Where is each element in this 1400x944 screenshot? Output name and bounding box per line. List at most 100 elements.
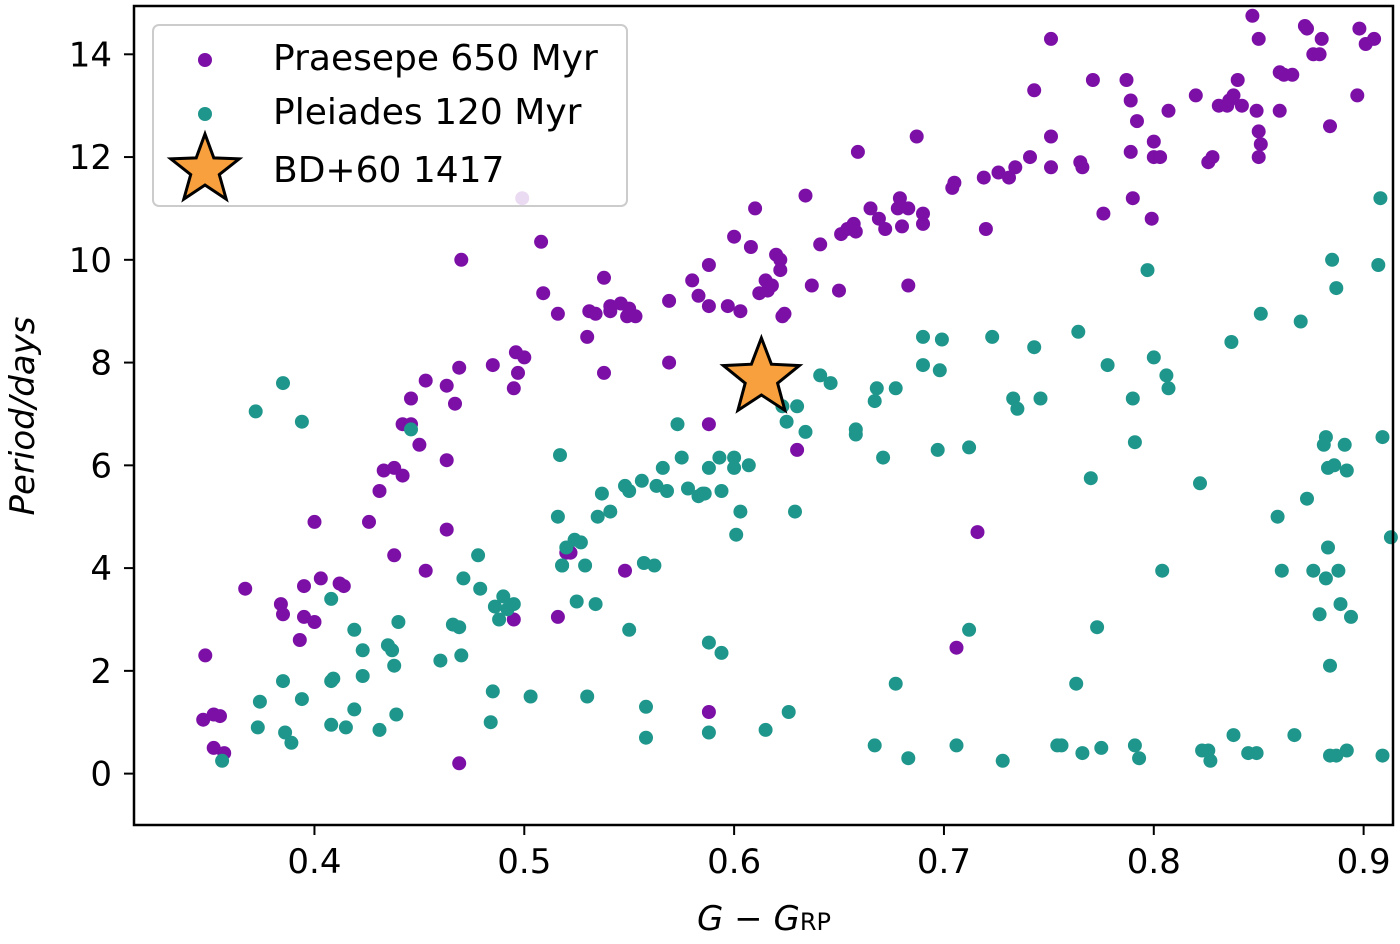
pleiades-point bbox=[727, 460, 742, 475]
praesepe-point bbox=[947, 175, 962, 190]
pleiades-point bbox=[1344, 609, 1358, 624]
pleiades-point bbox=[1329, 748, 1344, 763]
pleiades-point bbox=[590, 509, 605, 524]
pleiades-point bbox=[389, 707, 404, 722]
pleiades-point bbox=[252, 694, 267, 709]
praesepe-point bbox=[1085, 73, 1100, 87]
pleiades-point bbox=[788, 504, 802, 519]
praesepe-point bbox=[550, 609, 565, 624]
pleiades-point bbox=[1312, 607, 1327, 622]
praesepe-point bbox=[597, 270, 611, 285]
pleiades-point bbox=[1224, 335, 1239, 349]
pleiades-point bbox=[1253, 306, 1268, 321]
pleiades-point bbox=[594, 486, 609, 501]
pleiades-point bbox=[1193, 476, 1207, 491]
praesepe-point bbox=[1251, 150, 1266, 165]
praesepe-point bbox=[1272, 103, 1287, 118]
pleiades-point bbox=[404, 422, 418, 437]
pleiades-point bbox=[1100, 358, 1115, 373]
praesepe-point bbox=[850, 144, 865, 159]
x-axis-label: G − GRP bbox=[697, 899, 831, 939]
praesepe-point bbox=[418, 373, 433, 388]
praesepe-point bbox=[777, 306, 792, 321]
pleiades-point bbox=[1293, 314, 1308, 329]
praesepe-point bbox=[307, 615, 322, 629]
praesepe-point bbox=[832, 283, 846, 298]
praesepe-point bbox=[949, 640, 964, 655]
praesepe-point bbox=[701, 417, 716, 432]
praesepe-point bbox=[1027, 83, 1042, 98]
pleiades-point bbox=[930, 442, 945, 457]
praesepe-point bbox=[662, 355, 677, 370]
pleiades-point bbox=[1270, 509, 1285, 524]
x-axis-label-main: G − G bbox=[697, 899, 800, 939]
pleiades-point bbox=[876, 450, 891, 465]
pleiades-point bbox=[555, 558, 570, 573]
pleiades-point bbox=[1318, 571, 1333, 586]
pleiades-point bbox=[355, 643, 370, 658]
pleiades-point bbox=[712, 450, 727, 465]
y-tick-label: 12 bbox=[69, 138, 112, 178]
praesepe-point bbox=[848, 224, 863, 239]
pleiades-point bbox=[347, 622, 362, 637]
pleiades-point bbox=[569, 594, 584, 609]
pleiades-point bbox=[1383, 530, 1398, 545]
praesepe-point bbox=[701, 299, 716, 314]
praesepe-point bbox=[773, 263, 788, 278]
praesepe-point bbox=[1008, 160, 1023, 175]
pleiades-point bbox=[1333, 597, 1348, 612]
pleiades-point bbox=[1027, 340, 1042, 355]
praesepe-point bbox=[1188, 88, 1203, 103]
pleiades-point bbox=[697, 486, 712, 501]
pleiades-point bbox=[294, 692, 309, 707]
pleiades-point bbox=[1321, 540, 1335, 555]
praesepe-point bbox=[1251, 31, 1266, 46]
y-tick-label: 2 bbox=[90, 652, 112, 692]
pleiades-point bbox=[1033, 391, 1048, 406]
legend: Praesepe 650 Myr Pleiades 120 Myr BD+60 … bbox=[152, 24, 628, 207]
praesepe-point bbox=[1146, 134, 1161, 149]
praesepe-point bbox=[307, 514, 322, 529]
pleiades-point bbox=[324, 591, 339, 606]
pleiades-point bbox=[347, 702, 362, 717]
praesepe-point bbox=[743, 240, 758, 254]
pleiades-point bbox=[1155, 563, 1170, 578]
praesepe-point bbox=[1075, 160, 1090, 175]
pleiades-point bbox=[790, 399, 805, 414]
pleiades-point bbox=[714, 645, 729, 660]
pleiades-point bbox=[580, 689, 595, 704]
praesepe-point bbox=[733, 304, 748, 319]
praesepe-point bbox=[439, 453, 454, 468]
pleiades-point bbox=[888, 676, 903, 691]
pleiades-point bbox=[985, 329, 1000, 344]
legend-frame bbox=[152, 24, 628, 207]
praesepe-point bbox=[895, 219, 909, 234]
pleiades-point bbox=[779, 414, 794, 429]
pleiades-point bbox=[355, 669, 370, 683]
praesepe-point bbox=[748, 201, 763, 216]
praesepe-point bbox=[804, 278, 819, 293]
pleiades-point bbox=[387, 658, 402, 673]
legend-label-praesepe: Praesepe 650 Myr bbox=[273, 38, 598, 79]
praesepe-point bbox=[297, 579, 311, 594]
x-tick-label: 0.6 bbox=[707, 842, 761, 882]
praesepe-point bbox=[970, 525, 985, 540]
praesepe-point bbox=[790, 442, 805, 457]
praesepe-point bbox=[213, 709, 227, 724]
pleiades-point bbox=[385, 643, 400, 658]
pleiades-point bbox=[934, 332, 949, 347]
pleiades-point bbox=[284, 735, 299, 750]
legend-label-pleiades: Pleiades 120 Myr bbox=[273, 92, 582, 133]
pleiades-point bbox=[1337, 437, 1352, 452]
pleiades-point bbox=[215, 753, 230, 768]
praesepe-point bbox=[196, 712, 211, 727]
star-marker-bd60-1417 bbox=[719, 333, 804, 414]
pleiades-point bbox=[949, 738, 964, 753]
pleiades-point bbox=[1329, 281, 1344, 296]
praesepe-point bbox=[662, 293, 677, 308]
pleiades-point bbox=[634, 473, 649, 488]
pleiades-point bbox=[1127, 435, 1142, 450]
points-layer bbox=[196, 8, 1398, 771]
pleiades-point bbox=[1373, 191, 1388, 206]
